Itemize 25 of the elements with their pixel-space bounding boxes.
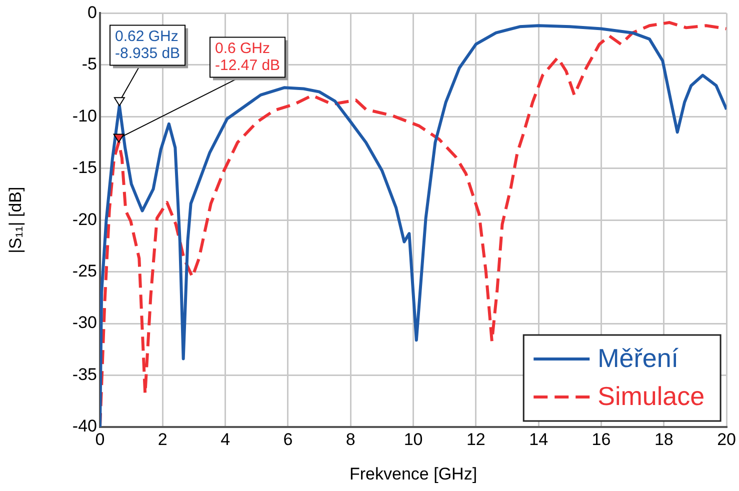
y-tick-label: -15: [72, 158, 97, 178]
x-tick-label: 8: [346, 430, 356, 449]
x-tick-label: 20: [717, 430, 736, 449]
x-tick-label: 12: [466, 430, 486, 449]
y-tick-label: -10: [72, 106, 97, 126]
y-tick-label: -20: [72, 210, 97, 229]
x-tick-label: 4: [220, 430, 230, 449]
x-tick-label: 14: [529, 430, 548, 449]
legend-label: Simulace: [598, 381, 705, 412]
y-tick-label: -30: [72, 313, 97, 332]
legend-label: Měření: [598, 343, 680, 374]
y-tick-label: -25: [72, 262, 97, 281]
x-tick-label: 18: [654, 430, 674, 449]
annotation: 0.62 GHz -8.935 dB: [115, 28, 180, 62]
y-axis-title: |S₁₁| [dB]: [6, 186, 25, 254]
y-tick-label: -35: [72, 364, 97, 384]
x-tick-label: 16: [592, 430, 611, 449]
annotation: 0.6 GHz -12.47 dB: [215, 40, 280, 74]
x-tick-label: 2: [158, 430, 168, 449]
x-axis-title: Frekvence [GHz]: [350, 464, 478, 484]
x-tick-label: 10: [404, 430, 423, 449]
y-tick-label: -5: [82, 54, 97, 74]
y-tick-label: 0: [88, 2, 97, 22]
x-tick-label: 6: [283, 430, 293, 449]
y-tick-label: -40: [72, 416, 97, 436]
